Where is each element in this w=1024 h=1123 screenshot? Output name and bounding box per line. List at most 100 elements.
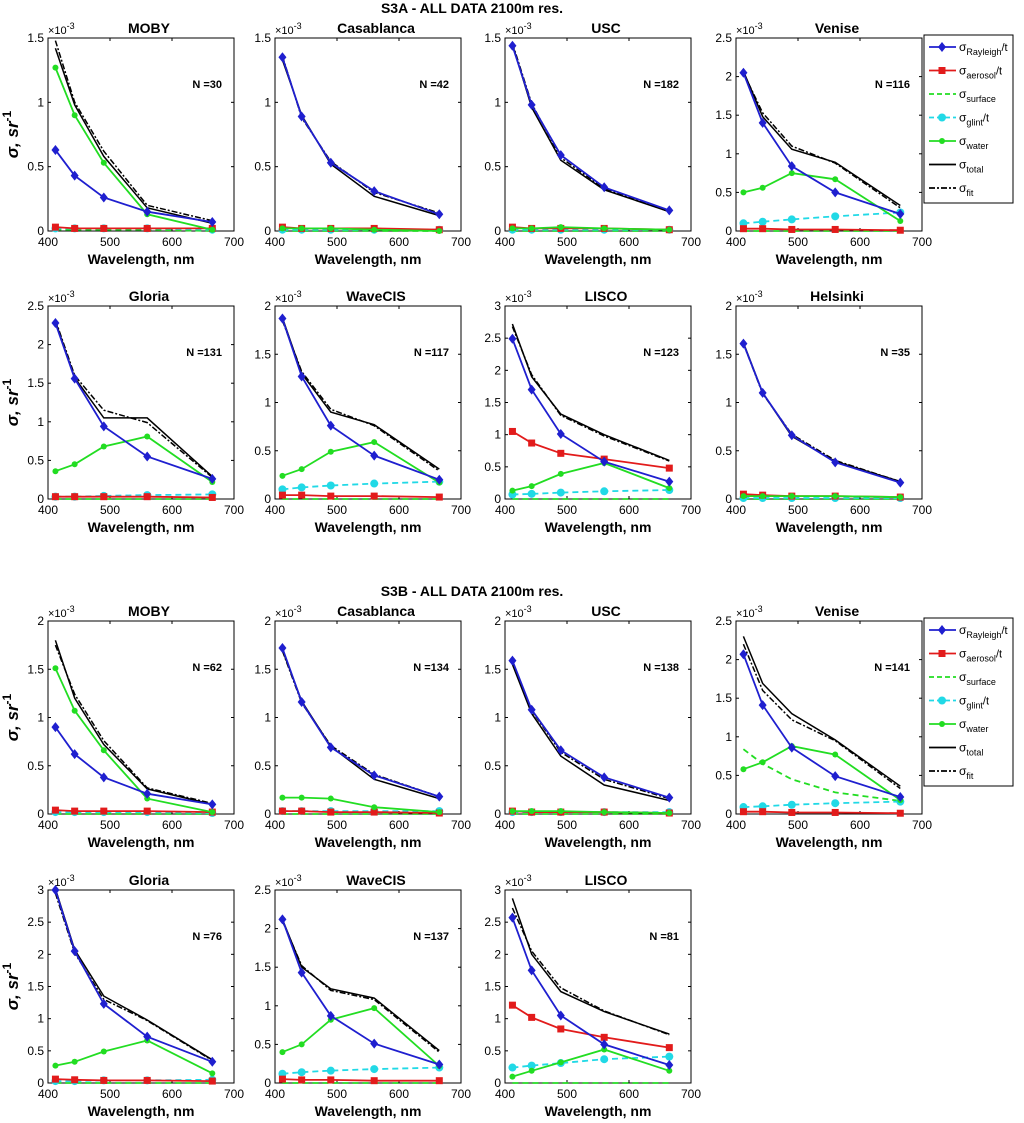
panel-s3a-gloria: 400 500 600 700 0 0.5 1 1.5 2 2.5 ×10-3 Gloria N =13… — [0, 288, 244, 535]
marker-aerosol — [788, 225, 796, 233]
y-axis-label: σ, sr-1 — [0, 693, 22, 741]
x-tick-label: 400 — [726, 503, 746, 517]
marker-rayleigh — [326, 420, 335, 431]
marker-rayleigh — [665, 205, 674, 216]
marker-water — [298, 466, 305, 473]
legend-label-rayleigh: σRayleigh/t — [959, 623, 1008, 640]
panel-title: Gloria — [129, 872, 170, 888]
marker-rayleigh — [278, 914, 287, 925]
panel-title: USC — [591, 20, 621, 36]
marker-water — [897, 217, 904, 224]
marker-glint — [527, 1061, 536, 1070]
y-tick-label: 0 — [264, 224, 271, 238]
x-tick-label: 600 — [389, 818, 409, 832]
marker-rayleigh — [831, 771, 840, 782]
y-tick-label: 0 — [37, 807, 44, 821]
y-tick-label: 1.5 — [715, 691, 732, 705]
legend-label-glint: σglint/t — [959, 694, 989, 711]
marker-glint — [508, 1063, 517, 1072]
marker-rayleigh — [99, 772, 108, 783]
marker-aerosol — [71, 224, 79, 232]
y-tick-label: 0.5 — [715, 768, 732, 782]
marker-water — [528, 808, 535, 815]
y-tick-label: 0 — [725, 224, 732, 238]
legend-label-water: σwater — [959, 717, 988, 734]
marker-aerosol — [51, 223, 59, 231]
n-label: N =116 — [875, 79, 910, 91]
marker-rayleigh — [297, 967, 306, 978]
y-tick-label: 2.5 — [27, 915, 44, 929]
marker-water — [71, 112, 78, 119]
x-axis-label: Wavelength, nm — [776, 251, 883, 267]
marker-glint — [556, 488, 565, 497]
marker-rayleigh — [143, 206, 152, 217]
exponent-label: ×10-3 — [736, 289, 763, 305]
x-tick-label: 500 — [557, 235, 577, 249]
legend-item-glint: σglint/t — [929, 694, 989, 711]
panel-title: MOBY — [128, 603, 171, 619]
x-tick-label: 600 — [389, 503, 409, 517]
marker-rayleigh — [208, 799, 217, 810]
y-tick-label: 1 — [264, 396, 271, 410]
y-tick-label: 1.5 — [27, 662, 44, 676]
marker-water — [509, 225, 516, 232]
series-line-total — [742, 636, 901, 787]
y-tick-label: 2 — [264, 299, 271, 313]
plot-area — [47, 620, 235, 815]
y-tick-label: 1.5 — [484, 662, 501, 676]
x-tick-label: 700 — [681, 503, 701, 517]
series-line-total — [742, 70, 901, 207]
marker-rayleigh — [370, 770, 379, 781]
marker-water — [601, 809, 608, 816]
x-axis-label: Wavelength, nm — [545, 519, 652, 535]
marker-rayleigh — [758, 117, 767, 128]
panel-s3b-gloria: 400 500 600 700 0 0.5 1 1.5 2 2.5 3 ×10-3 Gloria N =7… — [0, 872, 244, 1119]
marker-aerosol — [278, 491, 286, 499]
marker-glint — [326, 1066, 335, 1075]
panel-s3a-wavecis: 400 500 600 700 0 0.5 1 1.5 2 ×10-3 WaveCIS N =117 W… — [254, 288, 471, 535]
marker-rayleigh — [600, 1039, 609, 1050]
marker-rayleigh — [739, 338, 748, 349]
marker-aerosol — [100, 807, 108, 815]
marker-water — [832, 176, 839, 183]
x-axis-label: Wavelength, nm — [545, 1103, 652, 1119]
marker-aerosol — [51, 493, 59, 501]
legend-label-surface: σsurface — [959, 670, 996, 687]
x-tick-label: 600 — [619, 235, 639, 249]
y-tick-label: 0.5 — [484, 160, 501, 174]
x-tick-label: 400 — [265, 235, 285, 249]
marker-aerosol — [278, 1075, 286, 1083]
y-tick-label: 2 — [37, 947, 44, 961]
marker-water — [298, 1041, 305, 1048]
n-label: N =138 — [643, 662, 679, 674]
y-tick-label: 0.5 — [254, 1037, 271, 1051]
marker-aerosol — [143, 1076, 151, 1084]
y-axis-label: σ, sr-1 — [0, 962, 22, 1010]
marker-aerosol — [100, 224, 108, 232]
marker-glint — [600, 1055, 609, 1064]
marker-water — [666, 810, 673, 817]
series-line-fit — [511, 326, 670, 462]
marker-aerosol — [100, 493, 108, 501]
marker-water — [298, 225, 305, 232]
y-tick-label: 1.5 — [254, 31, 271, 45]
marker-aerosol — [528, 439, 536, 447]
legend-marker-aerosol — [938, 650, 946, 657]
marker-water — [209, 226, 216, 233]
marker-water — [327, 225, 334, 232]
series-line-total — [511, 898, 670, 1035]
marker-rayleigh — [556, 1010, 565, 1021]
marker-rayleigh — [787, 161, 796, 172]
marker-aerosol — [298, 807, 306, 815]
x-tick-label: 400 — [726, 235, 746, 249]
y-tick-label: 0.5 — [484, 759, 501, 773]
plot-area — [504, 305, 692, 500]
marker-rayleigh — [758, 387, 767, 398]
marker-rayleigh — [435, 474, 444, 485]
x-axis-label: Wavelength, nm — [88, 251, 195, 267]
legend-label-fit: σfit — [959, 764, 974, 781]
x-tick-label: 700 — [681, 818, 701, 832]
n-label: N =134 — [413, 662, 450, 674]
series-line-total — [54, 48, 213, 225]
y-tick-label: 1 — [494, 711, 501, 725]
